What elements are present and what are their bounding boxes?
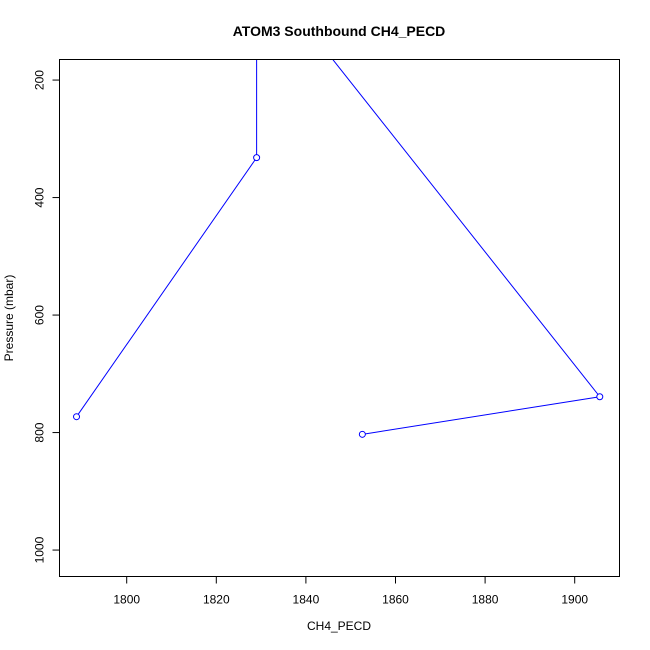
plot-box (59, 59, 620, 577)
y-tick-label: 600 (33, 305, 47, 325)
plot-area (73, 60, 604, 438)
y-axis: 200 400 600 800 1000 (33, 70, 60, 563)
x-tick-label: 1800 (113, 593, 140, 607)
series-layer (73, 60, 604, 438)
y-tick-label: 1000 (33, 536, 47, 563)
y-tick-label: 400 (33, 187, 47, 207)
data-point (73, 413, 81, 421)
x-axis-label: CH4_PECD (307, 619, 371, 633)
series-line (76, 60, 601, 435)
y-tick-label: 800 (33, 422, 47, 442)
x-tick-label: 1840 (293, 593, 320, 607)
y-axis-label: Pressure (mbar) (2, 275, 16, 362)
chart-title: ATOM3 Southbound CH4_PECD (233, 23, 446, 39)
x-tick-label: 1880 (472, 593, 499, 607)
data-point (358, 430, 366, 438)
x-axis: 1800 1820 1840 1860 1880 1900 (113, 576, 588, 607)
y-tick-label: 200 (33, 70, 47, 90)
data-point (596, 393, 604, 401)
x-tick-label: 1900 (561, 593, 588, 607)
data-point (253, 154, 261, 162)
x-tick-label: 1860 (382, 593, 409, 607)
x-tick-label: 1820 (203, 593, 230, 607)
